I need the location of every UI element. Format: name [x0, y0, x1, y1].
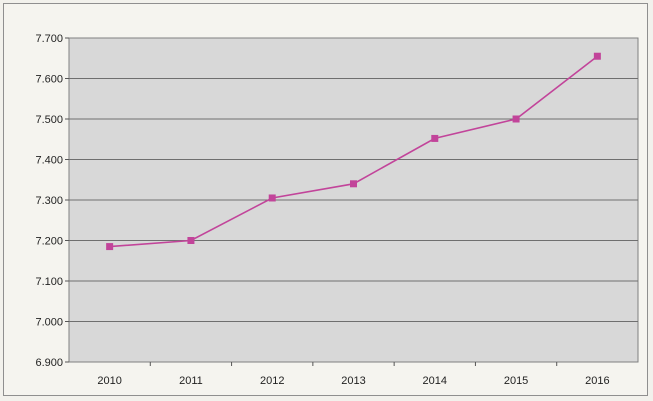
y-tick-label: 6.900 — [35, 357, 63, 369]
x-tick-label: 2010 — [97, 375, 121, 387]
data-point-marker — [431, 134, 439, 142]
y-tick-label: 7.500 — [35, 114, 63, 126]
x-axis: 2010 2011 2012 2013 2014 2015 2016 — [97, 362, 610, 387]
x-tick-label: 2015 — [504, 375, 528, 387]
y-tick-label: 7.100 — [35, 276, 63, 288]
x-tick-label: 2016 — [585, 375, 609, 387]
data-point-marker — [268, 194, 276, 202]
y-tick-label: 7.600 — [35, 74, 63, 86]
y-tick-label: 7.300 — [35, 195, 63, 207]
data-point-marker — [106, 243, 114, 251]
data-point-marker — [350, 180, 357, 188]
y-tick-label: 7.000 — [35, 317, 63, 329]
y-tick-label: 7.400 — [35, 155, 63, 167]
y-axis: 6.900 7.000 7.100 7.200 7.300 7.400 7.500 7.600… — [35, 33, 69, 369]
y-tick-label: 7.200 — [35, 236, 63, 248]
series-layer — [106, 52, 601, 251]
x-tick-label: 2013 — [341, 375, 365, 387]
chart-frame: 6.900 7.000 7.100 7.200 7.300 7.400 7.500 7.600… — [3, 3, 648, 396]
line-chart: 6.900 7.000 7.100 7.200 7.300 7.400 7.500 7.600… — [35, 33, 639, 387]
x-tick-label: 2014 — [423, 375, 447, 387]
data-point-marker — [187, 237, 195, 244]
x-tick-label: 2012 — [260, 375, 284, 387]
gridlines — [69, 78, 638, 322]
y-tick-label: 7.700 — [35, 33, 63, 45]
data-point-marker — [593, 52, 601, 60]
x-tick-label: 2011 — [179, 375, 203, 387]
data-point-marker — [512, 115, 520, 123]
